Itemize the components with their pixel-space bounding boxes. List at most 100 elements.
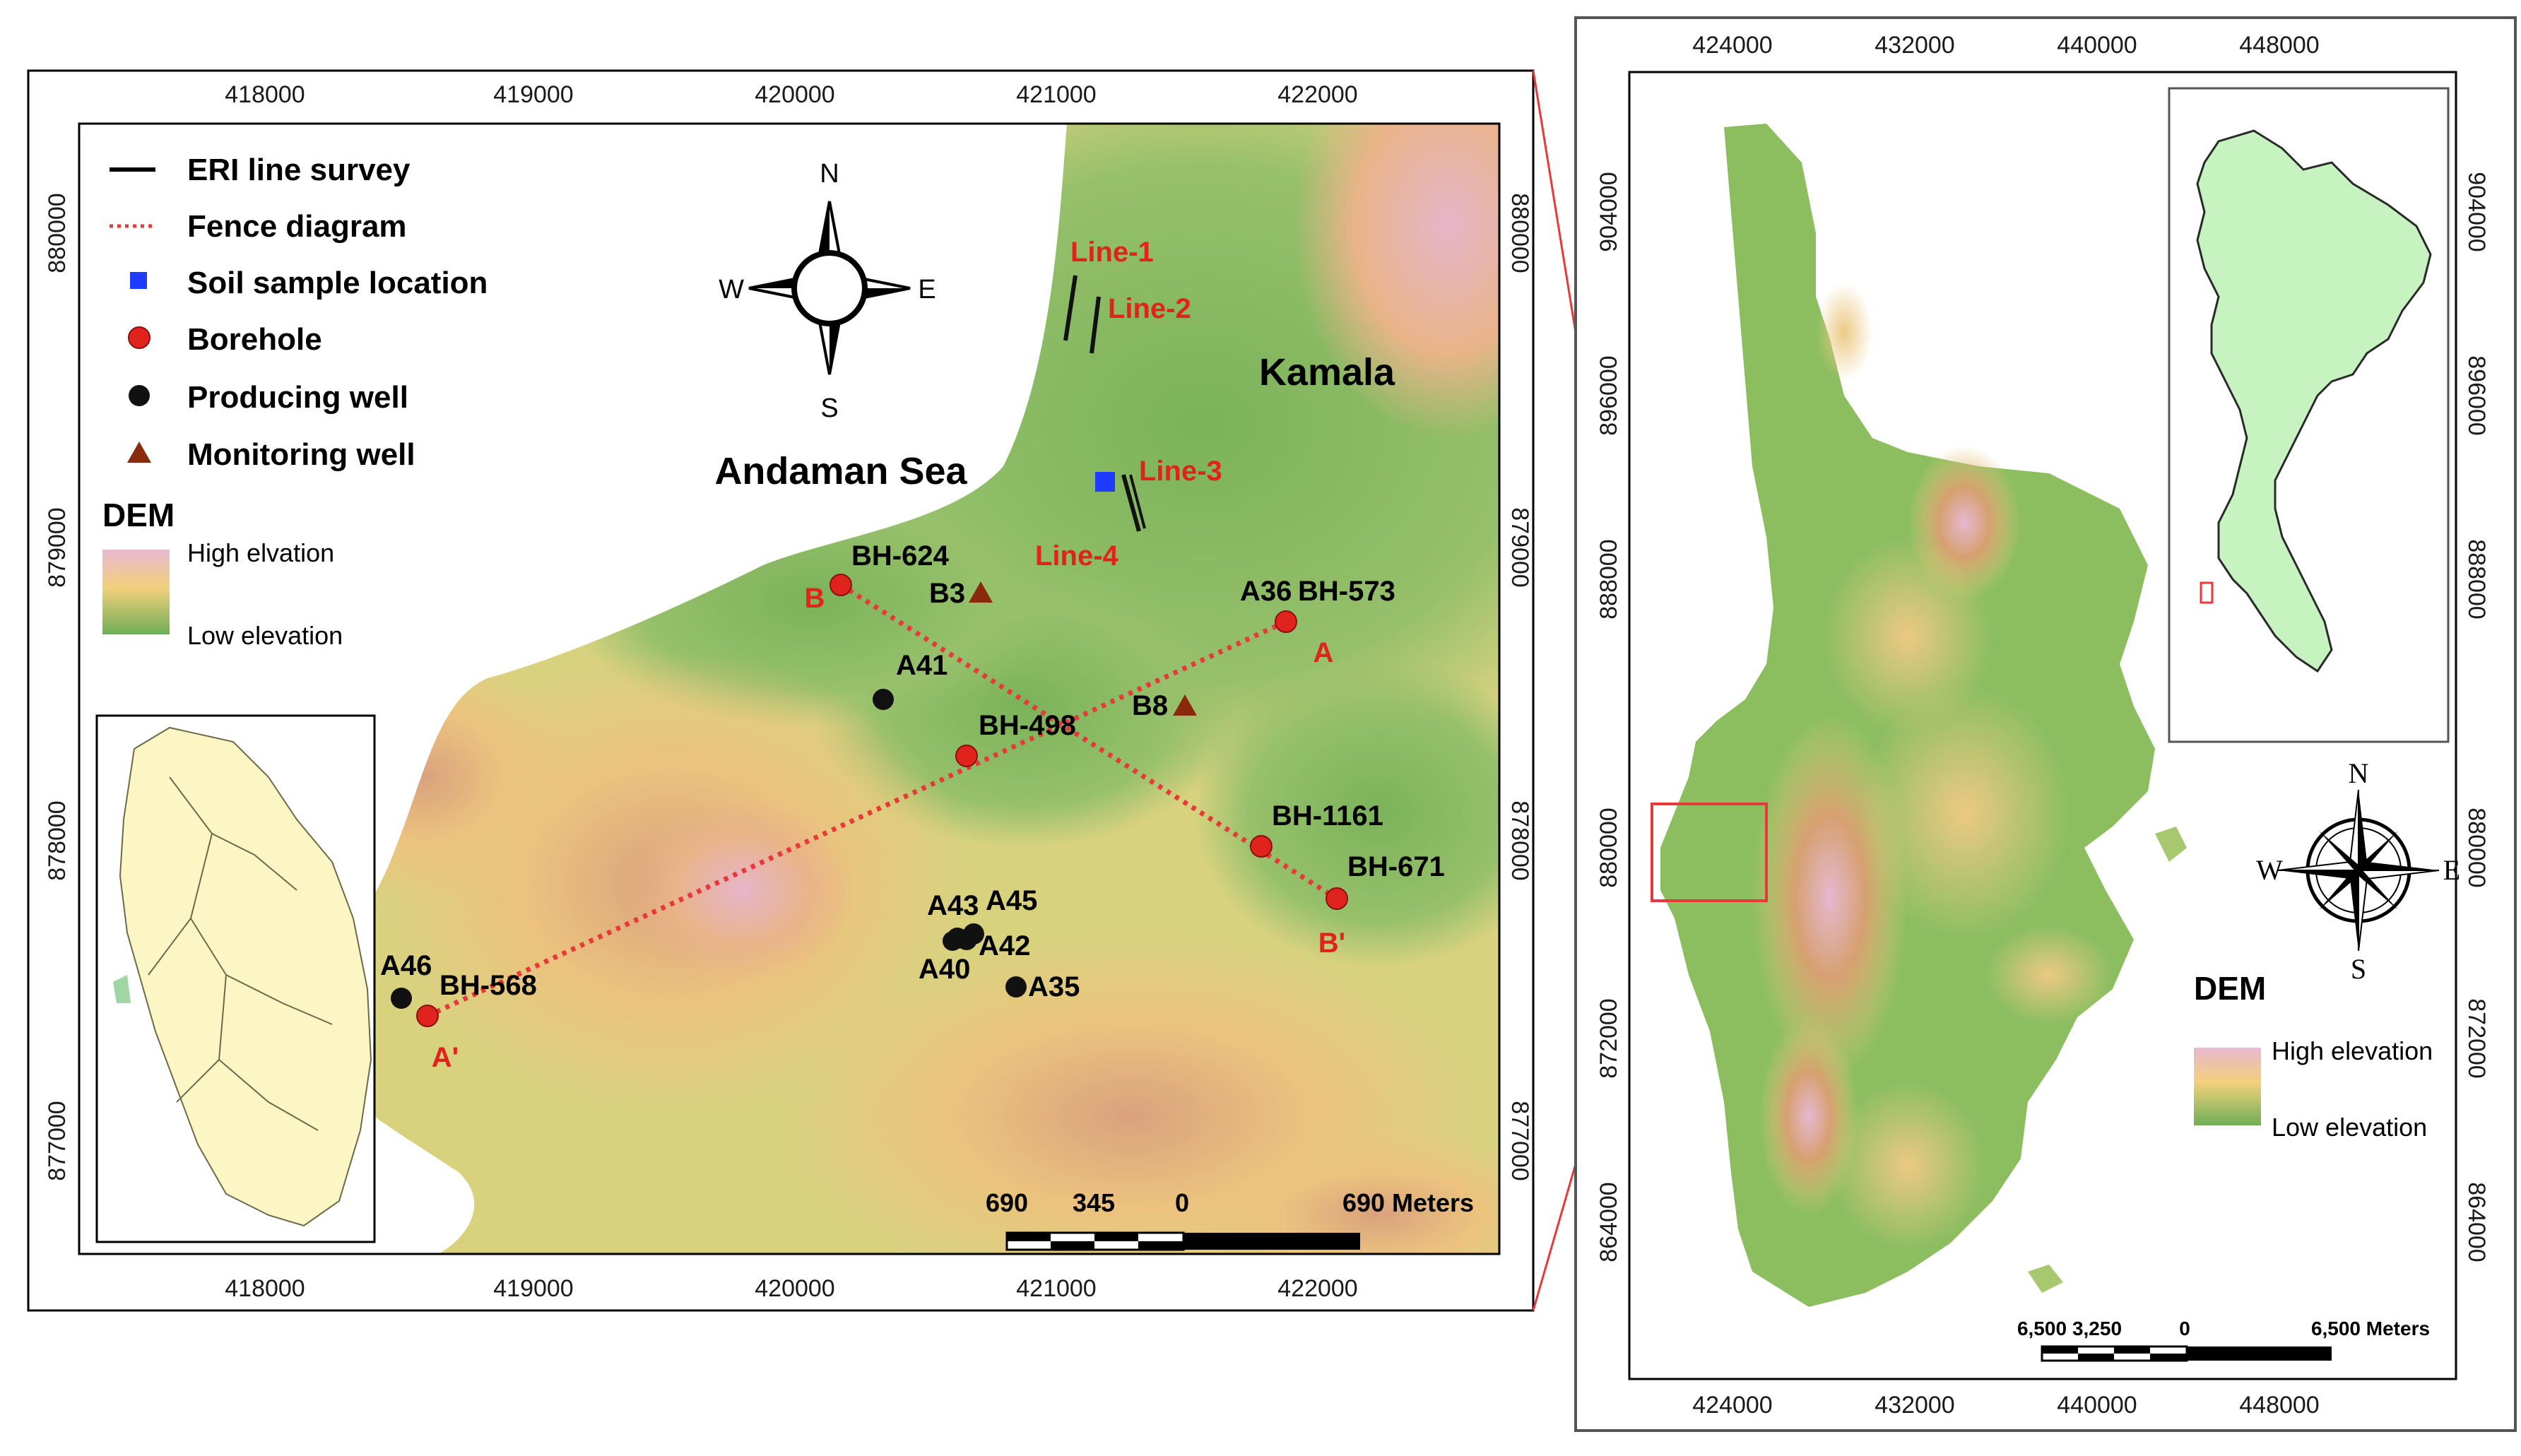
left-compass-e: E — [918, 275, 935, 304]
left-inset-map — [95, 714, 376, 1243]
left-map: ERI line survey Fence diagram Soil sampl… — [27, 69, 1535, 1312]
ry-tick-896000-left: 896000 — [1595, 355, 1622, 435]
a36-label: A36 — [1240, 576, 1292, 607]
bh-1161-label: BH-1161 — [1272, 800, 1383, 831]
phuket-island-dem — [1660, 124, 2229, 1307]
left-compass-w: W — [719, 275, 744, 304]
y-tick-879000-right: 879000 — [1506, 507, 1533, 587]
right-y-ticks-right: 904000 896000 888000 880000 872000 86400… — [2463, 172, 2490, 1262]
a42-label: A42 — [979, 930, 1030, 961]
borehole-bh-624 — [829, 574, 852, 596]
soil-sample-icon — [130, 272, 147, 289]
y-tick-878000-left: 878000 — [44, 800, 71, 880]
bh-573-label: BH-573 — [1298, 576, 1395, 607]
line-3-label: Line-3 — [1139, 456, 1222, 487]
well-a35 — [1005, 976, 1027, 998]
left-y-ticks-left: 880000 879000 878000 877000 — [44, 193, 71, 1180]
left-dem-colorbar — [102, 550, 170, 634]
eri-line-2 — [1090, 296, 1101, 354]
y-tick-877000-left: 877000 — [44, 1101, 71, 1180]
eri-line-1 — [1063, 275, 1078, 341]
eri-line-4 — [1129, 474, 1146, 529]
x-tick-418000-bottom: 418000 — [225, 1275, 305, 1302]
borehole-bh-573 — [1275, 610, 1297, 633]
x-tick-420000-bottom: 420000 — [755, 1275, 834, 1302]
x-tick-422000-bottom: 422000 — [1277, 1275, 1357, 1302]
x-tick-420000-top: 420000 — [755, 81, 834, 108]
ry-tick-904000-right: 904000 — [2463, 172, 2490, 251]
legend-borehole-label: Borehole — [187, 322, 322, 357]
x-tick-419000-bottom: 419000 — [493, 1275, 573, 1302]
bh-671-label: BH-671 — [1347, 851, 1445, 882]
rx-tick-432000-top: 432000 — [1874, 32, 1954, 59]
borehole-bh-568 — [416, 1005, 439, 1027]
left-compass-n: N — [820, 159, 839, 189]
well-a46 — [391, 988, 412, 1009]
left-dem-title: DEM — [102, 497, 175, 533]
legend-monitoring-label: Monitoring well — [187, 437, 415, 472]
thailand-inset — [2168, 87, 2450, 743]
scale-0: 0 — [1175, 1188, 1189, 1217]
left-x-ticks-top: 418000 419000 420000 421000 422000 — [225, 81, 1357, 108]
boreholes: BH-624 BH-573 BH-498 BH-1161 BH-671 BH-5… — [416, 540, 1445, 1027]
left-compass-s: S — [820, 393, 838, 423]
place-label-kamala: Kamala — [1259, 351, 1395, 393]
ry-tick-880000-right: 880000 — [2463, 807, 2490, 887]
x-tick-418000-top: 418000 — [225, 81, 305, 108]
left-compass: N S W E — [719, 159, 936, 423]
right-y-ticks-left: 904000 896000 888000 880000 872000 86400… — [1595, 172, 1622, 1262]
right-scale-3250: 3,250 — [2072, 1318, 2122, 1339]
legend-fence-label: Fence diagram — [187, 209, 407, 244]
y-tick-880000-right: 880000 — [1506, 193, 1533, 273]
bh-568-label: BH-568 — [439, 970, 537, 1001]
a35-label: A35 — [1028, 971, 1080, 1002]
section-label-b: B — [805, 583, 825, 614]
ry-tick-888000-right: 888000 — [2463, 539, 2490, 619]
bh-624-label: BH-624 — [851, 540, 950, 572]
right-dem-title: DEM — [2194, 970, 2266, 1007]
right-dem-low-label: Low elevation — [2272, 1113, 2427, 1142]
rx-tick-440000-top: 440000 — [2057, 32, 2137, 59]
x-tick-422000-top: 422000 — [1277, 81, 1357, 108]
monitoring-well-b3 — [969, 581, 993, 603]
producing-wells: A36 A41 A43 A45 A42 A40 A35 A46 — [380, 576, 1292, 1009]
left-dem-high-label: High elvation — [187, 538, 334, 567]
borehole-bh-498 — [955, 745, 978, 767]
well-a40 — [943, 931, 962, 951]
right-scale-0: 0 — [2179, 1318, 2190, 1339]
eri-line-3 — [1121, 474, 1141, 532]
line-1-label: Line-1 — [1070, 237, 1154, 268]
left-scale-bar: 690 345 0 690 Meters — [986, 1188, 1474, 1251]
ry-tick-872000-right: 872000 — [2463, 998, 2490, 1078]
y-tick-878000-right: 878000 — [1506, 800, 1533, 880]
bh-498-label: BH-498 — [979, 710, 1076, 741]
producing-well-icon — [129, 385, 150, 406]
line-4-label: Line-4 — [1035, 540, 1119, 572]
legend-producing-label: Producing well — [187, 380, 408, 415]
left-map-neatline — [78, 122, 1501, 1255]
a46-label: A46 — [380, 950, 432, 981]
right-compass-s: S — [2351, 953, 2366, 985]
well-a41 — [873, 689, 894, 710]
right-dem-high-label: High elevation — [2272, 1036, 2433, 1065]
section-label-a-prime: A' — [432, 1042, 459, 1073]
rx-tick-432000-bottom: 432000 — [1874, 1392, 1954, 1419]
ry-tick-904000-left: 904000 — [1595, 172, 1622, 251]
y-tick-879000-left: 879000 — [44, 507, 71, 587]
rx-tick-424000-bottom: 424000 — [1692, 1392, 1772, 1419]
a41-label: A41 — [896, 650, 947, 681]
section-end-labels: A A' B B' — [432, 583, 1345, 1073]
ry-tick-896000-right: 896000 — [2463, 355, 2490, 435]
right-compass-w: W — [2256, 854, 2283, 886]
right-dem-colorbar — [2194, 1048, 2261, 1125]
right-map: 424000 432000 440000 448000 424000 43200… — [1574, 16, 2517, 1432]
x-tick-421000-bottom: 421000 — [1016, 1275, 1096, 1302]
x-tick-419000-top: 419000 — [493, 81, 573, 108]
monitoring-wells: B3 B8 — [929, 578, 1197, 721]
right-compass-rose: N S W E — [2256, 757, 2460, 985]
borehole-bh-671 — [1326, 887, 1348, 910]
soil-sample-marker — [1095, 472, 1115, 492]
right-x-ticks-bottom: 424000 432000 440000 448000 — [1692, 1392, 2319, 1419]
ry-tick-864000-left: 864000 — [1595, 1182, 1622, 1262]
